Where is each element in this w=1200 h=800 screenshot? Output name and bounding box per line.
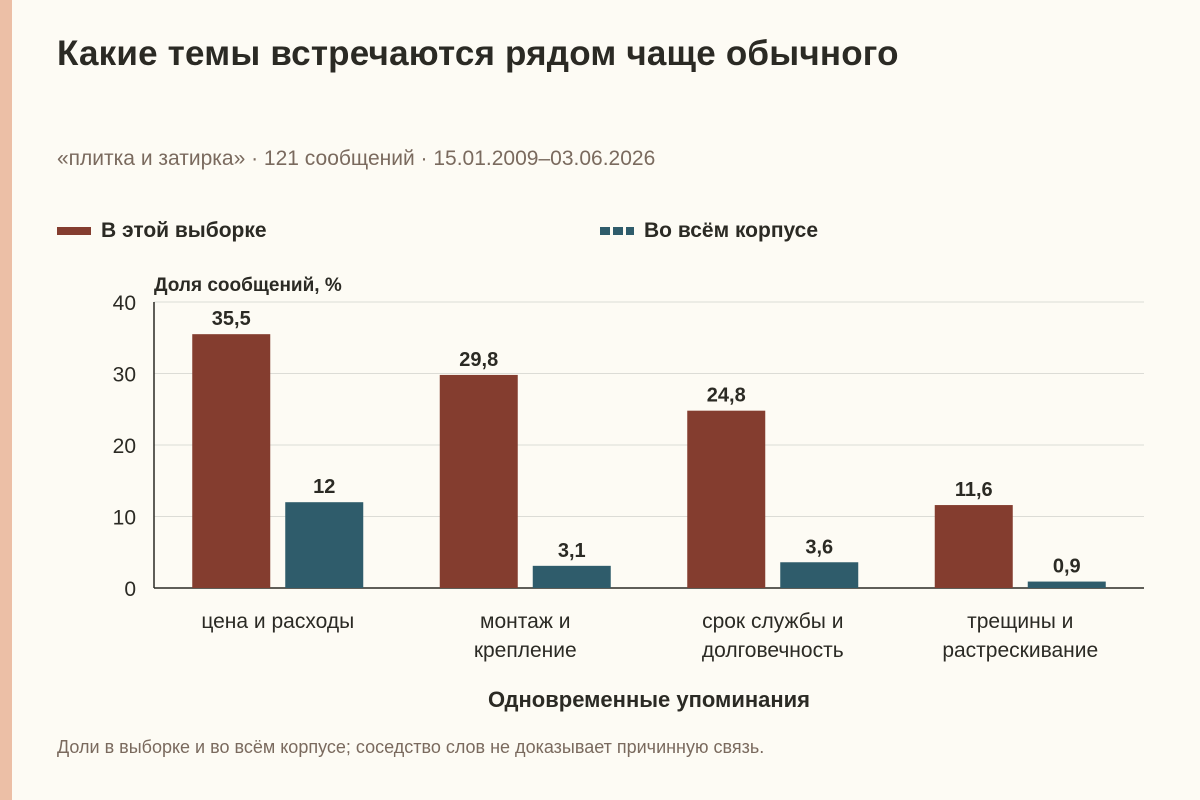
y-axis-label: Доля сообщений, %: [154, 275, 342, 296]
legend-label-corpus: Во всём корпусе: [644, 219, 819, 242]
bar-sample: [192, 334, 271, 588]
x-axis-title: Одновременные упоминания: [488, 687, 810, 712]
legend-item-corpus: Во всём корпусе: [600, 219, 818, 243]
legend-item-sample: В этой выборке: [57, 219, 267, 243]
y-tick-label: 0: [124, 578, 136, 601]
bar-value-label: 35,5: [212, 308, 251, 330]
bar-corpus: [1027, 581, 1106, 588]
x-tick-label: цена и расходы: [201, 610, 354, 633]
legend-swatch-sample: [57, 227, 91, 235]
bar-value-label: 29,8: [459, 349, 498, 371]
chart-subtitle: «плитка и затирка» · 121 сообщений · 15.…: [57, 147, 656, 170]
legend-label-sample: В этой выборке: [101, 219, 267, 242]
y-tick-label: 30: [113, 364, 136, 387]
bar-value-label: 24,8: [707, 385, 746, 407]
bar-value-label: 11,6: [955, 479, 993, 501]
bar-corpus: [532, 565, 611, 588]
side-accent-stripe: [0, 0, 12, 800]
bar-value-label: 3,1: [558, 540, 586, 562]
bar-sample: [934, 505, 1013, 588]
x-tick-label: долговечность: [702, 639, 844, 662]
legend-swatch-corpus: [600, 227, 634, 235]
footnote: Доли в выборке и во всём корпусе; соседс…: [57, 737, 765, 757]
y-tick-label: 10: [113, 507, 136, 530]
bar-sample: [439, 374, 518, 588]
bar-corpus: [285, 502, 364, 588]
x-tick-label: срок службы и: [702, 610, 843, 633]
y-tick-label: 20: [113, 435, 136, 458]
x-tick-label: крепление: [474, 639, 577, 662]
y-tick-label: 40: [113, 292, 136, 315]
chart-title: Какие темы встречаются рядом чаще обычно…: [57, 34, 899, 73]
bar-value-label: 0,9: [1053, 556, 1081, 578]
x-tick-label: монтаж и: [480, 610, 570, 633]
bar-corpus: [780, 562, 859, 588]
bar-value-label: 12: [313, 476, 335, 498]
x-tick-label: растрескивание: [942, 639, 1098, 662]
x-tick-label: трещины и: [967, 610, 1073, 633]
bar-sample: [687, 410, 766, 588]
bar-value-label: 3,6: [805, 536, 833, 558]
